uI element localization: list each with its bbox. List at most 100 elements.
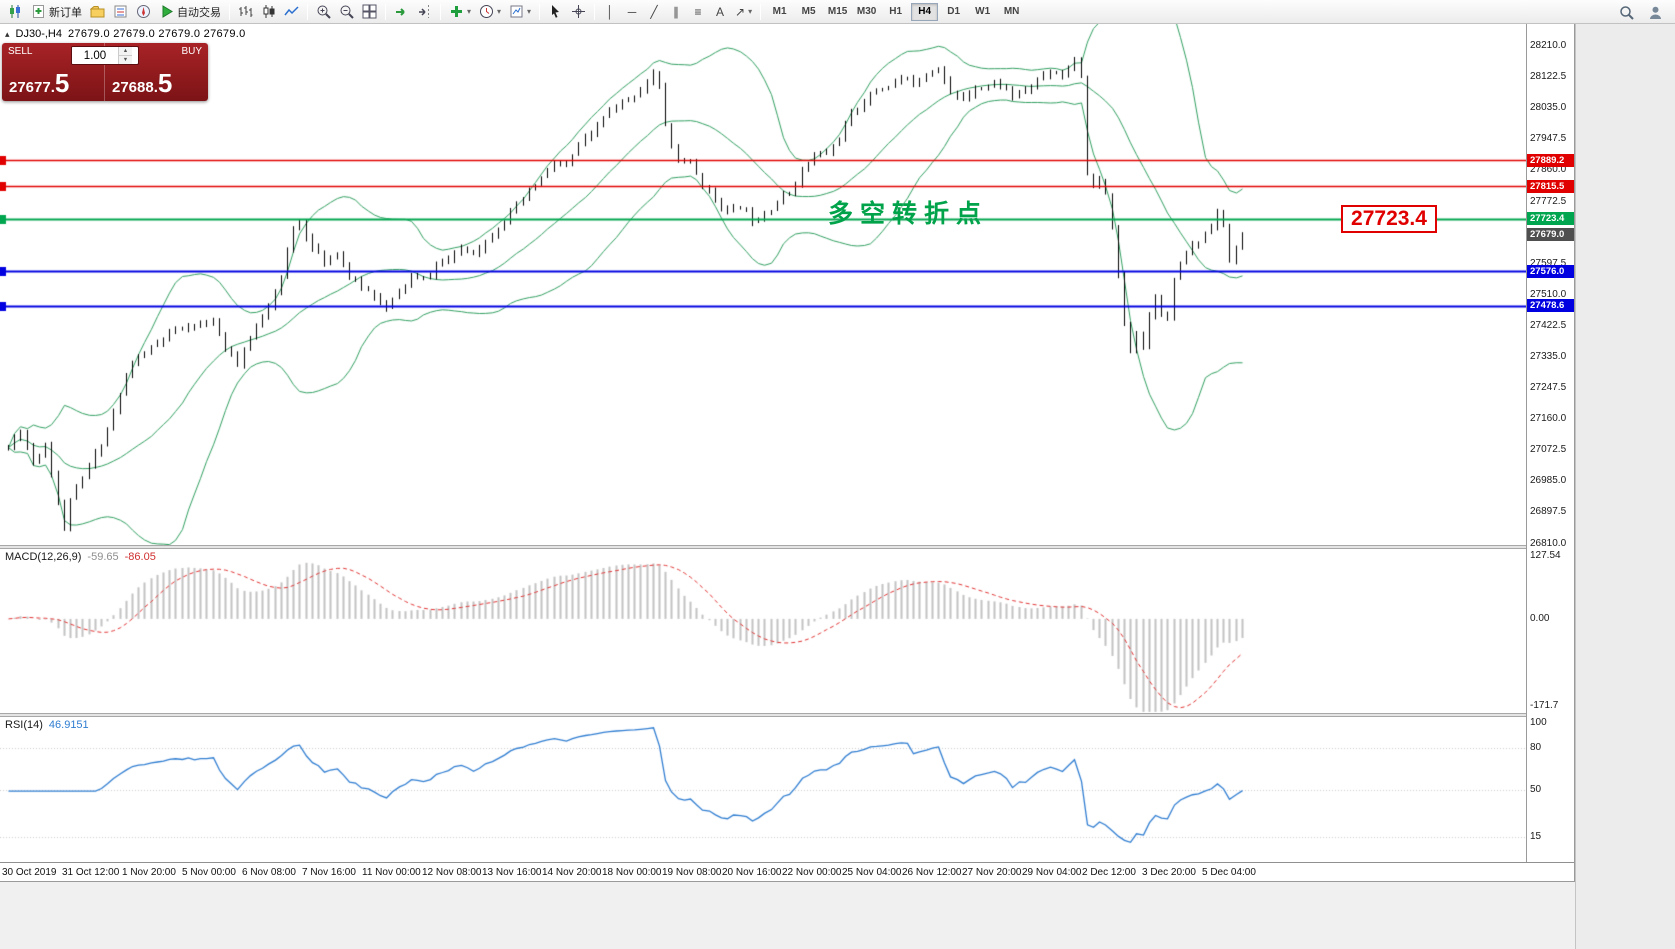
indicators-add-button[interactable]: ▾ bbox=[445, 2, 475, 22]
timeframe-m5-button[interactable]: M5 bbox=[801, 6, 816, 17]
timeframe-m30-button[interactable]: M30 bbox=[856, 6, 877, 17]
rsi-panel: RSI(14) 46.9151 bbox=[0, 717, 1574, 862]
channel-button[interactable]: ∥ bbox=[665, 2, 687, 22]
sell-button[interactable]: SELL 27677. 5 bbox=[2, 43, 105, 101]
chart-title: ▴ DJ30-,H4 27679.0 27679.0 27679.0 27679… bbox=[5, 28, 246, 40]
toolbar-group-scroll bbox=[390, 2, 436, 22]
one-click-collapse-icon[interactable]: ▴ bbox=[5, 28, 10, 39]
price-callout-box[interactable]: 27723.4 bbox=[1341, 205, 1437, 233]
fibonacci-button[interactable]: ≡ bbox=[687, 2, 709, 22]
macd-axis-label: 0.00 bbox=[1530, 612, 1550, 624]
price-chart-canvas[interactable] bbox=[0, 24, 1526, 545]
toolbar-separator bbox=[594, 3, 596, 20]
zoom-in-button[interactable] bbox=[312, 2, 335, 22]
time-axis[interactable]: 30 Oct 2019 31 Oct 12:00 1 Nov 20:00 5 Nov … bbox=[0, 862, 1574, 881]
timeframe-w1-button[interactable]: W1 bbox=[975, 6, 991, 17]
new-order-icon bbox=[31, 4, 46, 19]
buy-button[interactable]: BUY 27688. 5 bbox=[105, 43, 208, 101]
time-axis-label: 11 Nov 00:00 bbox=[362, 867, 421, 878]
navigator-button[interactable] bbox=[132, 2, 155, 22]
autotrading-button[interactable]: 自动交易 bbox=[155, 2, 225, 22]
arrows-tool-icon: ↗ bbox=[735, 4, 746, 19]
toolbar-separator bbox=[440, 3, 441, 20]
timeframe-h1-button[interactable]: H1 bbox=[889, 6, 903, 17]
time-axis-label: 25 Nov 04:00 bbox=[842, 867, 902, 878]
horizontal-line-button[interactable]: ─ bbox=[621, 2, 643, 22]
search-button[interactable] bbox=[1615, 2, 1638, 22]
market-watch-button[interactable] bbox=[109, 2, 132, 22]
price-axis[interactable]: 28210.0 28122.5 28035.0 27947.5 27860.0 27772… bbox=[1526, 24, 1574, 862]
time-axis-label: 30 Oct 2019 bbox=[2, 867, 57, 878]
text-tool-button[interactable]: A bbox=[709, 2, 731, 22]
time-axis-label: 18 Nov 00:00 bbox=[602, 867, 662, 878]
timeframe-m1-button[interactable]: M1 bbox=[772, 6, 787, 17]
new-order-button[interactable]: 新订单 bbox=[27, 2, 86, 22]
panel-splitter[interactable] bbox=[0, 545, 1574, 549]
new-order-button-label: 新订单 bbox=[49, 6, 82, 19]
bar-chart-button[interactable] bbox=[234, 2, 257, 22]
profiles-button[interactable] bbox=[86, 2, 109, 22]
level-price-tag: 27723.4 bbox=[1527, 212, 1574, 226]
crosshair-icon bbox=[571, 4, 586, 19]
line-chart-button[interactable] bbox=[280, 2, 303, 22]
autotrading-icon bbox=[159, 4, 174, 19]
toolbar-separator bbox=[539, 3, 541, 20]
templates-caret-icon: ▾ bbox=[527, 7, 532, 16]
volume-decrease-button[interactable]: ▼ bbox=[119, 56, 132, 64]
rsi-value: 46.9151 bbox=[48, 719, 89, 731]
templates-button[interactable]: ▾ bbox=[505, 2, 535, 22]
chart-shift-button[interactable] bbox=[413, 2, 436, 22]
toolbar-group-cursors bbox=[544, 2, 590, 22]
new-chart-button[interactable] bbox=[4, 2, 27, 22]
price-axis-label: 27860.0 bbox=[1530, 164, 1567, 176]
trendline-button[interactable]: ╱ bbox=[643, 2, 665, 22]
one-click-trading-panel: SELL 27677.5 BUY 27688.5 ▲ ▼ bbox=[2, 43, 208, 101]
arrows-tool-caret-icon: ▾ bbox=[748, 7, 753, 16]
arrows-tool-button[interactable]: ↗ ▾ bbox=[731, 2, 756, 22]
time-axis-label: 1 Nov 20:00 bbox=[122, 867, 176, 878]
time-axis-label: 6 Nov 08:00 bbox=[242, 867, 296, 878]
time-axis-label: 19 Nov 08:00 bbox=[662, 867, 722, 878]
panel-splitter[interactable] bbox=[0, 713, 1574, 717]
macd-canvas[interactable] bbox=[0, 549, 1526, 713]
time-axis-label: 12 Nov 08:00 bbox=[422, 867, 482, 878]
price-axis-label: 27772.5 bbox=[1530, 195, 1567, 207]
volume-increase-button[interactable]: ▲ bbox=[119, 47, 132, 56]
rsi-axis-label: 50 bbox=[1530, 783, 1542, 795]
down-arrow-icon: ▼ bbox=[122, 57, 129, 63]
timeframe-h4-button[interactable]: H4 bbox=[911, 2, 939, 21]
rsi-canvas[interactable] bbox=[0, 717, 1526, 862]
timeframe-d1-button[interactable]: D1 bbox=[947, 6, 961, 17]
level-price-tag: 27478.6 bbox=[1527, 299, 1574, 313]
indicators-add-icon bbox=[449, 4, 464, 19]
periods-button[interactable]: ▾ bbox=[475, 2, 505, 22]
macd-axis-label: -171.7 bbox=[1530, 700, 1559, 711]
timeframe-mn-button[interactable]: MN bbox=[1003, 6, 1020, 17]
vertical-line-button[interactable]: │ bbox=[599, 2, 621, 22]
community-button[interactable] bbox=[1644, 2, 1667, 22]
cursor-button[interactable] bbox=[544, 2, 567, 22]
price-axis-label: 27335.0 bbox=[1530, 350, 1567, 362]
volume-input[interactable] bbox=[72, 47, 118, 64]
sell-label: SELL bbox=[8, 46, 33, 57]
candlestick-chart-button[interactable] bbox=[257, 2, 280, 22]
up-arrow-icon: ▲ bbox=[122, 48, 129, 54]
tile-windows-button[interactable] bbox=[358, 2, 381, 22]
bar-chart-icon bbox=[238, 4, 253, 19]
window-right-margin bbox=[1575, 24, 1675, 949]
macd-axis-label: 127.54 bbox=[1530, 550, 1561, 561]
templates-icon bbox=[509, 4, 524, 19]
main-toolbar: 新订单 自动交易 ▾ ▾ ▾ │ ─ ╱ ∥ ≡ A ↗ ▾ M1 M5 M15 M30 H1 H4 D1 W1 MN bbox=[0, 0, 1675, 24]
zoom-out-icon bbox=[339, 4, 354, 19]
toolbar-right-icons bbox=[1615, 2, 1667, 22]
crosshair-button[interactable] bbox=[567, 2, 590, 22]
sell-price-main: 27677. bbox=[9, 79, 55, 96]
toolbar-group-dropdowns: ▾ ▾ ▾ bbox=[445, 2, 535, 22]
auto-scroll-button[interactable] bbox=[390, 2, 413, 22]
chart-annotation-text[interactable]: 多空转折点 bbox=[828, 200, 989, 228]
timeframe-m15-button[interactable]: M15 bbox=[827, 6, 848, 17]
vertical-line-icon: │ bbox=[606, 4, 614, 19]
price-axis-label: 27597.5 bbox=[1530, 257, 1567, 269]
zoom-out-button[interactable] bbox=[335, 2, 358, 22]
